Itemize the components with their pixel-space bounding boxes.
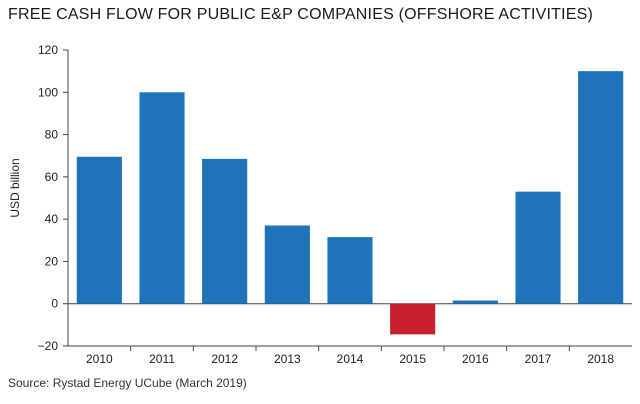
y-tick-label: 0 bbox=[51, 297, 58, 311]
bar-2012 bbox=[202, 158, 248, 304]
x-tick-label: 2015 bbox=[399, 352, 426, 366]
x-tick-label: 2011 bbox=[149, 352, 175, 366]
bar-2016 bbox=[452, 300, 498, 304]
y-tick-label: −20 bbox=[38, 339, 59, 353]
x-tick-label: 2017 bbox=[525, 352, 552, 366]
x-tick-label: 2016 bbox=[462, 352, 489, 366]
bar-2014 bbox=[327, 237, 373, 304]
bar-2015 bbox=[390, 303, 436, 335]
bar-2017 bbox=[515, 191, 561, 304]
x-tick-label: 2018 bbox=[587, 352, 614, 366]
y-tick-label: 100 bbox=[38, 85, 58, 99]
x-tick-label: 2013 bbox=[274, 352, 301, 366]
bar-2013 bbox=[264, 225, 310, 304]
x-tick-label: 2010 bbox=[86, 352, 113, 366]
y-tick-label: 120 bbox=[38, 43, 58, 57]
y-tick-label: 60 bbox=[45, 170, 59, 184]
y-axis-title: USD billion bbox=[8, 158, 22, 217]
bar-2010 bbox=[76, 156, 122, 304]
y-tick-label: 20 bbox=[45, 254, 59, 268]
bar-2011 bbox=[139, 92, 185, 304]
bar-2018 bbox=[578, 71, 624, 304]
source-note: Source: Rystad Energy UCube (March 2019) bbox=[8, 376, 247, 390]
y-tick-label: 80 bbox=[45, 128, 59, 142]
x-tick-label: 2012 bbox=[211, 352, 238, 366]
y-tick-label: 40 bbox=[45, 212, 59, 226]
x-tick-label: 2014 bbox=[337, 352, 364, 366]
chart-title: FREE CASH FLOW FOR PUBLIC E&P COMPANIES … bbox=[8, 6, 594, 23]
